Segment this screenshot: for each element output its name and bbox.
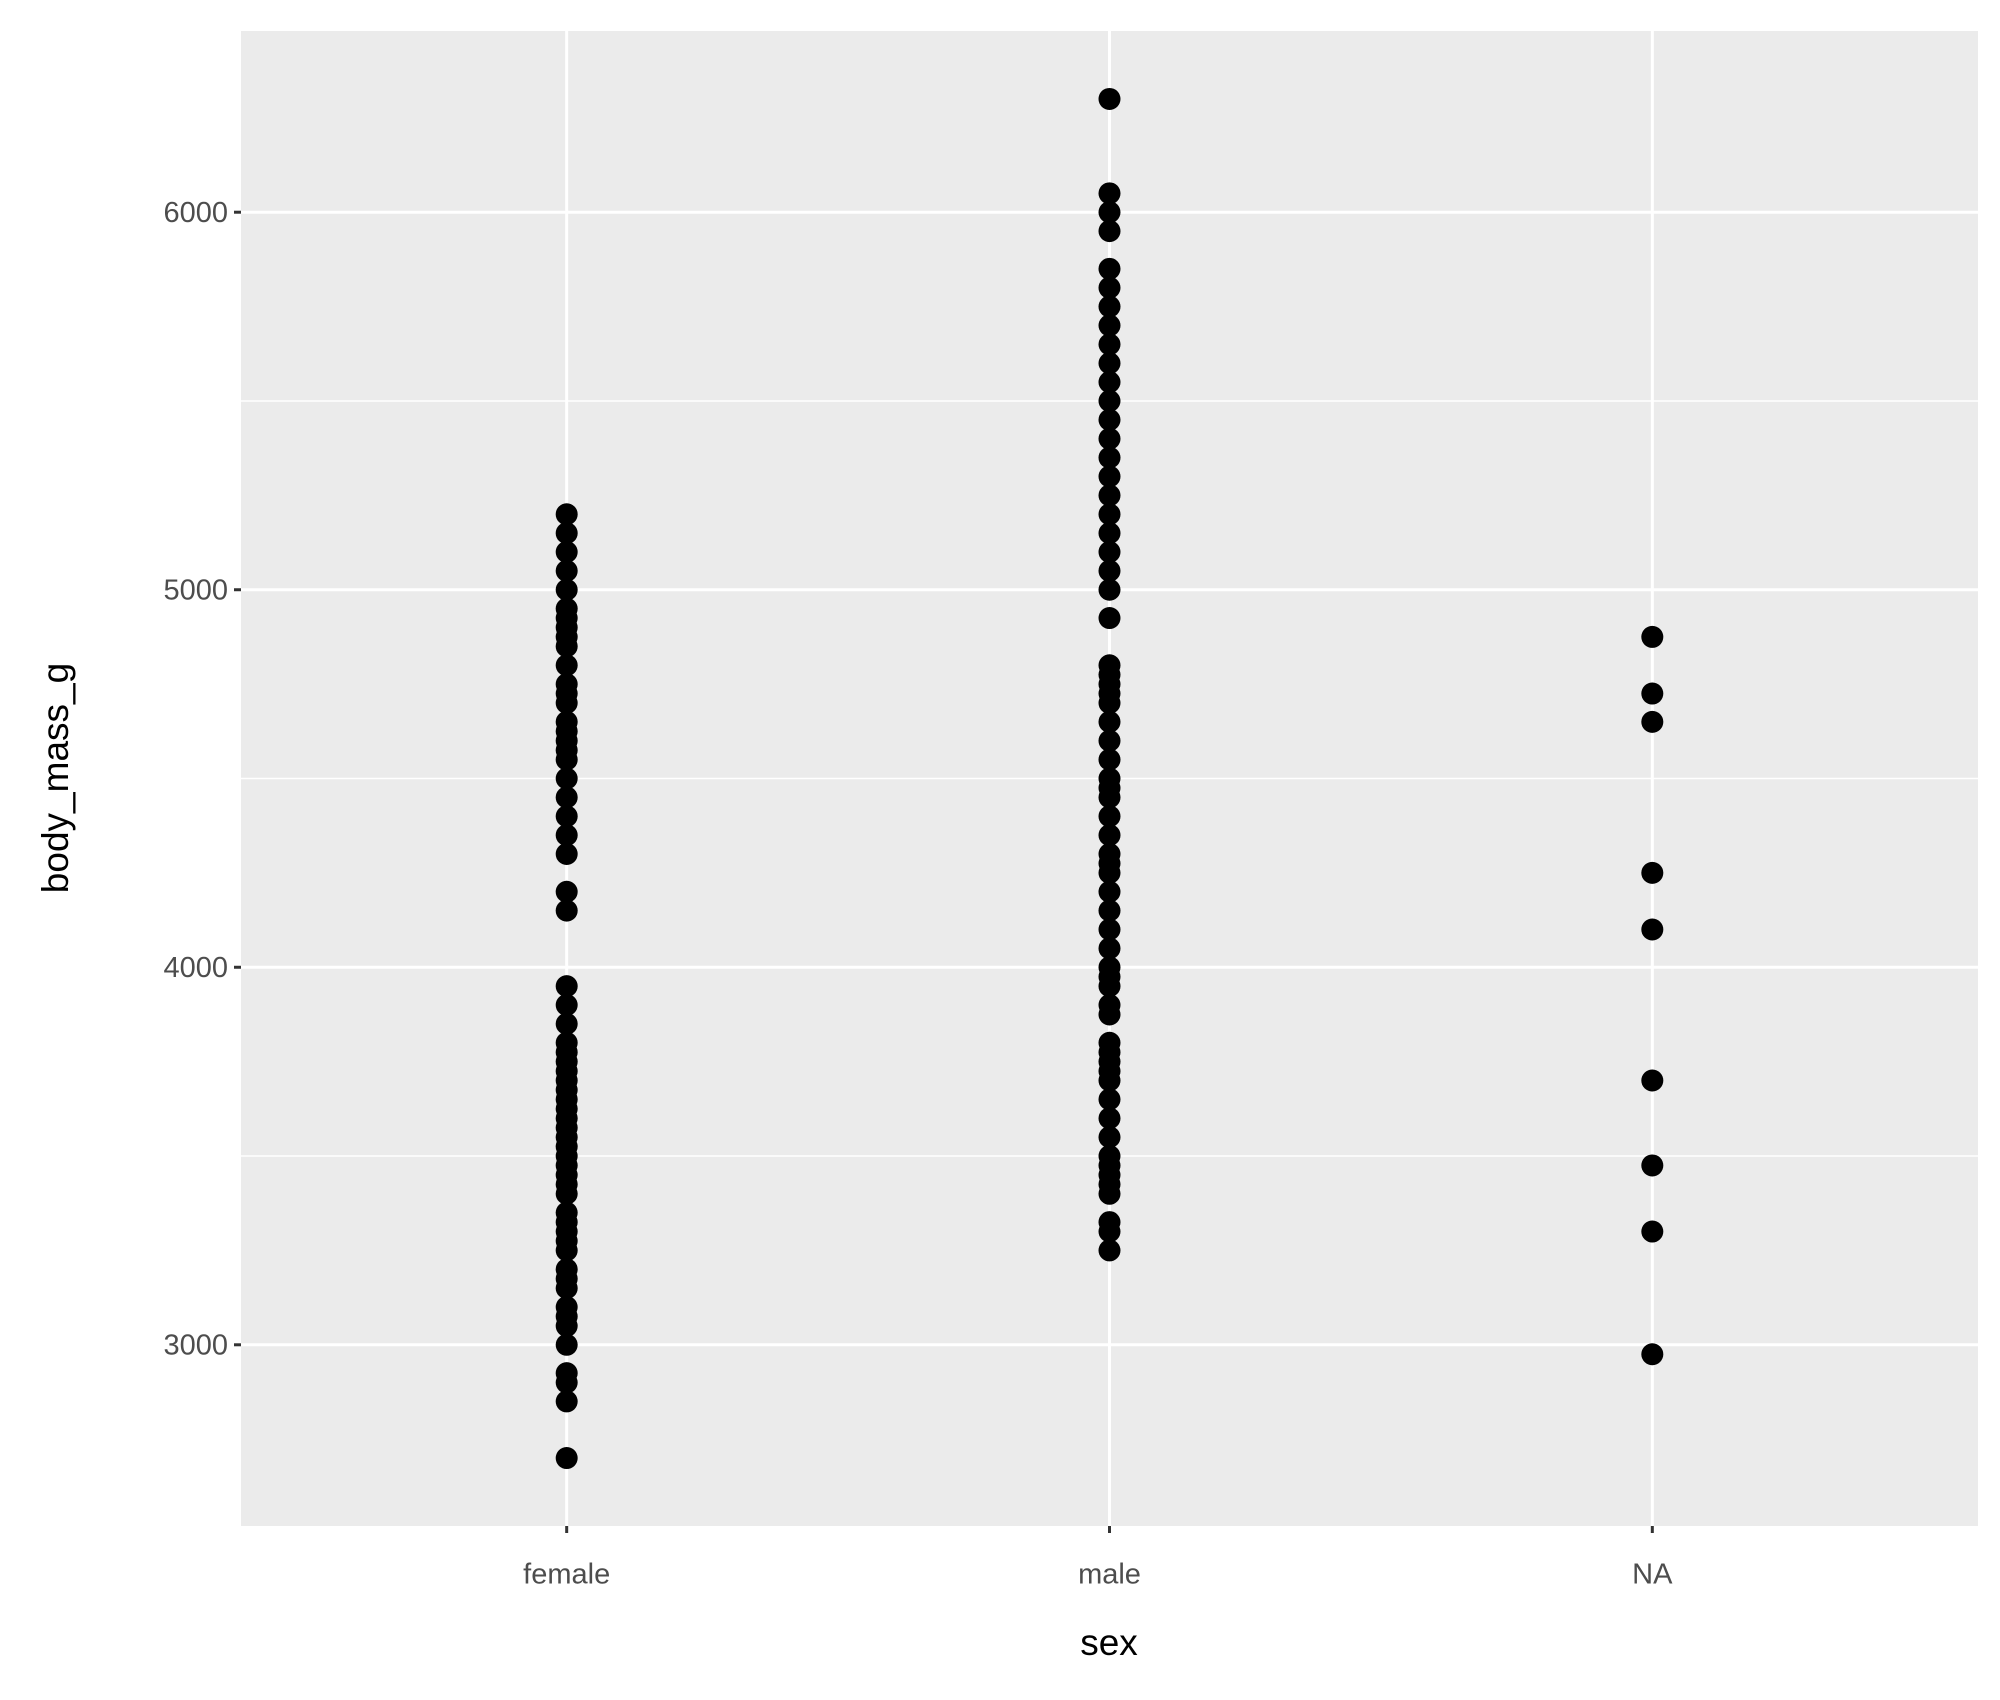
- point: [1098, 371, 1121, 394]
- point: [1098, 1211, 1121, 1234]
- point: [1641, 1069, 1664, 1092]
- point: [555, 899, 578, 922]
- point: [555, 1390, 578, 1413]
- point: [555, 1012, 578, 1035]
- point: [1098, 522, 1121, 545]
- point: [1098, 87, 1121, 110]
- point: [1098, 408, 1121, 431]
- x-tick-label: NA: [1632, 1559, 1673, 1591]
- point: [1641, 1154, 1664, 1177]
- point: [1098, 710, 1121, 733]
- point: [1098, 220, 1121, 243]
- point: [1098, 1126, 1121, 1149]
- y-tick-label: 5000: [163, 574, 228, 606]
- point: [1641, 861, 1664, 884]
- point: [1098, 880, 1121, 903]
- x-tick-label: female: [523, 1559, 610, 1591]
- point: [1641, 1343, 1664, 1366]
- point: [1098, 352, 1121, 375]
- point: [555, 1333, 578, 1356]
- point: [555, 578, 578, 601]
- point: [555, 805, 578, 828]
- y-tick-label: 3000: [163, 1329, 228, 1361]
- point: [555, 843, 578, 866]
- point: [1098, 540, 1121, 563]
- point: [1098, 446, 1121, 469]
- point: [1098, 389, 1121, 412]
- point: [555, 975, 578, 998]
- x-axis-title: sex: [1080, 1622, 1138, 1663]
- point: [1098, 1107, 1121, 1130]
- point: [1098, 484, 1121, 507]
- point: [1098, 937, 1121, 960]
- point: [1641, 1220, 1664, 1243]
- point: [1098, 1145, 1121, 1168]
- point: [555, 1201, 578, 1224]
- point: [1098, 767, 1121, 790]
- point: [555, 559, 578, 582]
- y-axis-title: body_mass_g: [35, 663, 76, 893]
- point: [555, 1447, 578, 1470]
- point: [1098, 729, 1121, 752]
- point: [1098, 748, 1121, 771]
- point: [555, 540, 578, 563]
- point: [1098, 1239, 1121, 1262]
- point: [1098, 465, 1121, 488]
- point: [1098, 843, 1121, 866]
- point: [1098, 578, 1121, 601]
- point: [555, 1258, 578, 1281]
- point: [1098, 607, 1121, 630]
- point: [555, 673, 578, 696]
- point: [555, 786, 578, 809]
- point: [1098, 427, 1121, 450]
- point: [1098, 918, 1121, 941]
- point: [1098, 824, 1121, 847]
- point: [555, 710, 578, 733]
- point: [1098, 295, 1121, 318]
- point: [1098, 503, 1121, 526]
- point: [1098, 899, 1121, 922]
- point: [555, 994, 578, 1017]
- point: [1098, 201, 1121, 224]
- point: [555, 880, 578, 903]
- point: [1098, 257, 1121, 280]
- point: [555, 522, 578, 545]
- point: [1098, 314, 1121, 337]
- point: [1098, 333, 1121, 356]
- point: [1641, 710, 1664, 733]
- point: [1641, 918, 1664, 941]
- point: [1641, 625, 1664, 648]
- point: [555, 1031, 578, 1054]
- point: [1098, 1031, 1121, 1054]
- x-tick-label: male: [1078, 1559, 1141, 1591]
- point: [1098, 1088, 1121, 1111]
- point: [555, 503, 578, 526]
- point: [1098, 559, 1121, 582]
- point: [555, 597, 578, 620]
- y-tick-label: 4000: [163, 952, 228, 984]
- point: [555, 1296, 578, 1319]
- point: [1098, 276, 1121, 299]
- point: [555, 767, 578, 790]
- point: [1098, 805, 1121, 828]
- point: [555, 1362, 578, 1385]
- point: [1641, 682, 1664, 705]
- point: [1098, 994, 1121, 1017]
- point: [555, 654, 578, 677]
- point: [1098, 956, 1121, 979]
- point: [1098, 654, 1121, 677]
- points: [555, 87, 1664, 1470]
- y-tick-label: 6000: [163, 197, 228, 229]
- point: [1098, 182, 1121, 205]
- point: [555, 824, 578, 847]
